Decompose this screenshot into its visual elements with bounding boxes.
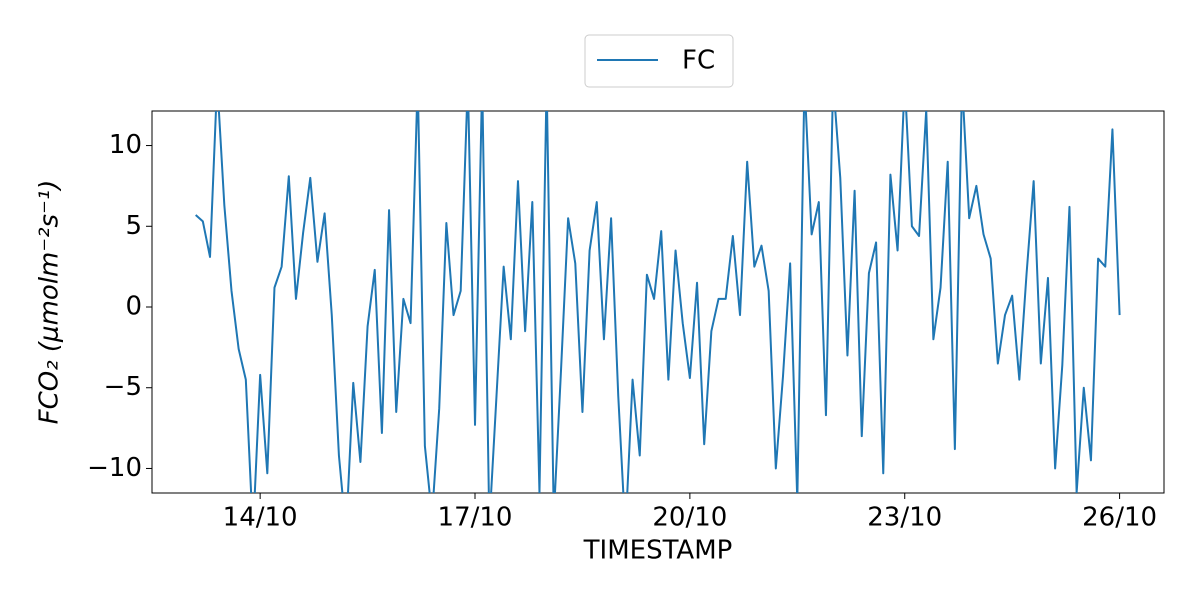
x-tick-label: 26/10 (1082, 503, 1157, 533)
y-tick-label: 5 (125, 211, 142, 241)
y-tick-label: −10 (87, 453, 142, 483)
x-tick-label: 23/10 (867, 503, 942, 533)
x-tick-label: 14/10 (223, 503, 298, 533)
x-tick-label: 20/10 (652, 503, 727, 533)
y-tick-label: 0 (125, 292, 142, 322)
x-tick-label: 17/10 (438, 503, 513, 533)
y-tick-label: −5 (104, 372, 142, 402)
y-tick-label: 10 (109, 130, 142, 160)
legend: FC (584, 34, 734, 88)
x-axis-label: TIMESTAMP (583, 536, 733, 566)
plot-area (195, 111, 1121, 493)
y-axis-label: FCO₂ (μmolm⁻²s⁻¹) (35, 180, 65, 425)
plot-frame (151, 110, 1165, 494)
legend-label: FC (682, 46, 715, 76)
legend-frame (584, 34, 734, 88)
data-line (195, 111, 1121, 493)
